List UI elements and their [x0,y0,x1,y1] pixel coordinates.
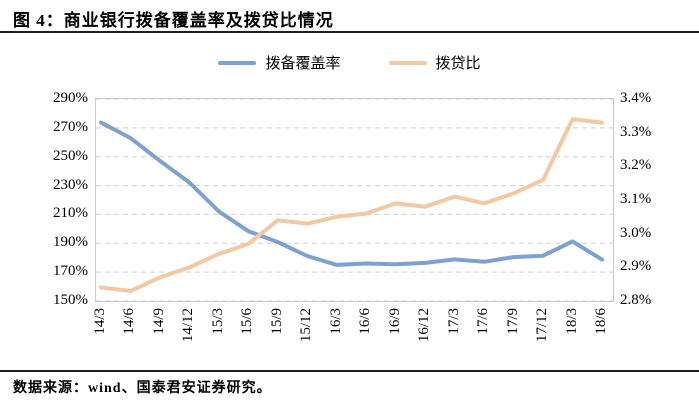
x-axis-tick: 16/3 [327,308,344,335]
left-axis-tick: 270% [53,118,88,135]
x-axis-tick: 18/6 [593,308,609,335]
loan-ratio-line [99,117,604,293]
right-axis-tick: 3.0% [620,224,652,241]
right-axis-tick: 3.1% [620,191,652,207]
left-axis-tick: 250% [53,147,88,164]
left-axis-tick: 290% [53,90,88,106]
footer-divider [0,370,699,372]
coverage-ratio-line [99,120,604,267]
x-axis-tick: 16/12 [416,308,433,343]
x-axis-tick: 14/3 [92,308,108,335]
x-axis-tick: 17/3 [445,308,462,335]
plot-area [95,98,614,302]
right-axis-tick: 3.2% [620,157,652,174]
chart-legend: 拨备覆盖率 拨贷比 [0,52,699,73]
x-axis-tick: 18/3 [563,308,580,335]
left-axis-tick: 190% [53,234,88,251]
title-divider [0,31,699,33]
legend-label-loan-ratio: 拨贷比 [435,56,481,72]
coverage-line-swatch [218,60,257,65]
x-axis-tick: 17/6 [475,308,492,335]
x-axis-tick: 17/12 [534,308,551,343]
x-axis-tick: 14/6 [121,308,138,335]
legend-item-coverage-ratio: 拨备覆盖率 [218,52,341,73]
right-axis-tick: 3.4% [620,90,652,106]
left-axis-tick: 210% [53,205,88,222]
loan-ratio-line-swatch [388,60,427,65]
x-axis-tick: 14/12 [180,308,197,343]
left-axis-tick: 150% [53,292,88,308]
right-axis-tick: 3.3% [620,123,652,140]
left-axis-tick: 230% [53,176,88,193]
line-chart [96,99,613,301]
legend-item-loan-ratio: 拨贷比 [388,52,481,73]
x-axis-tick: 15/9 [268,308,285,335]
data-source: 数据来源：wind、国泰君安证券研究。 [13,381,272,396]
right-axis-tick: 2.9% [620,258,652,275]
figure-title: 图 4：商业银行拨备覆盖率及拨贷比情况 [13,11,334,30]
x-axis-tick: 15/3 [209,308,226,335]
legend-label-coverage-ratio: 拨备覆盖率 [265,56,341,72]
right-axis-tick: 2.8% [620,292,652,308]
x-axis-tick: 15/12 [298,308,315,343]
x-axis-tick: 16/6 [357,308,374,335]
left-axis-tick: 170% [53,263,88,280]
x-axis-tick: 16/9 [386,308,403,335]
x-axis-tick: 15/6 [239,308,256,335]
x-axis-tick: 14/9 [150,308,167,335]
x-axis-tick: 17/9 [504,308,521,335]
